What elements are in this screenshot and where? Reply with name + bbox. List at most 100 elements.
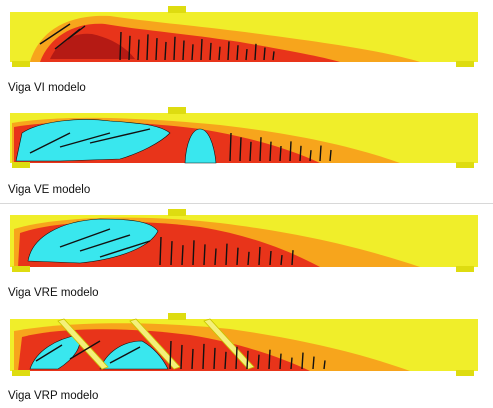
panel-viga-vre: Viga VRE modelo: [0, 204, 493, 304]
crack-line: [164, 41, 167, 61]
crack-line: [180, 344, 183, 370]
crack-line: [224, 351, 227, 370]
support-left: [12, 370, 30, 376]
support-right: [456, 162, 474, 168]
crushed-zone: [27, 218, 159, 264]
crack-line: [312, 356, 315, 370]
crack-pattern: [35, 340, 326, 370]
crushed-zone-mid: [184, 128, 217, 164]
crack-line: [259, 137, 262, 162]
crack-line: [269, 141, 272, 162]
load-plate: [168, 209, 186, 216]
caption-viga-vrp: Viga VRP modelo: [8, 390, 99, 402]
crack-line: [225, 243, 228, 266]
caption-viga-vre: Viga VRE modelo: [8, 287, 99, 299]
crack-line: [291, 250, 294, 266]
load-plate: [168, 107, 186, 114]
support-left: [12, 61, 30, 67]
crack-line: [329, 149, 332, 162]
crack-line: [247, 251, 250, 266]
caption-viga-ve: Viga VE modelo: [8, 184, 91, 196]
crack-line: [214, 248, 217, 266]
crack-line: [269, 250, 272, 266]
crack-line: [218, 46, 221, 61]
crack-line: [146, 34, 149, 61]
crack-line: [290, 357, 293, 370]
crack-line: [181, 245, 184, 266]
crack-line: [268, 349, 271, 370]
diagonal-crack-line: [39, 23, 71, 45]
crack-pattern: [59, 228, 294, 266]
diagonal-crack-line: [59, 228, 111, 248]
crack-line: [289, 141, 292, 162]
crack-line: [319, 145, 322, 162]
support-left: [12, 266, 30, 272]
crack-line: [280, 255, 283, 266]
crack-pattern: [29, 128, 332, 162]
panel-viga-ve: Viga VE modelo: [0, 100, 493, 202]
crack-line: [279, 353, 282, 370]
crack-line: [239, 137, 242, 162]
crack-line: [170, 241, 173, 266]
crack-line: [245, 48, 248, 61]
crack-line: [169, 340, 172, 370]
crack-line: [229, 132, 232, 162]
diagonal-crack-line: [99, 240, 151, 258]
crushed-zone-left: [15, 119, 171, 162]
crack-line: [200, 39, 203, 61]
crack-line: [263, 47, 266, 61]
panel-divider: [0, 203, 493, 204]
reinforcement-plate-2: [129, 318, 181, 370]
crack-line: [257, 354, 260, 370]
crack-line: [213, 347, 216, 370]
panel-viga-vrp: Viga VRP modelo: [0, 304, 493, 408]
panel-viga-vi: Viga VI modelo: [0, 0, 493, 100]
crack-line: [203, 244, 206, 266]
diagonal-crack-line: [29, 132, 71, 154]
crack-line: [279, 145, 282, 162]
crushed-zone-mid: [99, 340, 169, 370]
crack-line: [235, 346, 238, 370]
support-right: [456, 370, 474, 376]
load-plate: [168, 313, 186, 320]
diagonal-crack-line: [67, 25, 86, 40]
crack-line: [182, 40, 185, 61]
crack-line: [209, 42, 212, 61]
crack-line: [299, 145, 302, 162]
diagonal-crack-line: [35, 344, 63, 362]
crack-line: [227, 41, 230, 61]
crack-line: [254, 43, 257, 61]
reinforcement-plate-1: [57, 318, 109, 370]
crack-line: [155, 38, 158, 61]
support-right: [456, 266, 474, 272]
diagonal-crack-line: [109, 346, 141, 364]
crack-line: [309, 150, 312, 162]
crack-line: [159, 236, 162, 266]
crack-line: [202, 343, 205, 370]
support-right: [456, 61, 474, 67]
crack-line: [301, 352, 304, 370]
beam-ve-contour-plot: [10, 107, 478, 168]
crack-line: [323, 360, 326, 370]
crack-line: [119, 31, 122, 61]
crack-line: [192, 240, 195, 266]
crack-line: [173, 36, 176, 61]
crack-line: [272, 51, 275, 61]
crack-line: [258, 246, 261, 266]
diagonal-crack-line: [79, 234, 131, 252]
diagonal-crack-line: [59, 132, 111, 148]
crack-line: [191, 348, 194, 370]
reinforcement-plate-3: [203, 318, 255, 370]
crack-line: [246, 350, 249, 370]
beam-vrp-contour-plot: [10, 313, 478, 376]
crack-pattern: [39, 23, 275, 61]
crack-line: [128, 35, 131, 61]
diagonal-crack-line: [69, 340, 101, 360]
crack-line: [236, 247, 239, 266]
diagonal-crack-line: [89, 128, 151, 144]
crack-line: [137, 39, 140, 61]
beam-vi-contour-plot: [10, 6, 478, 67]
crack-line: [191, 44, 194, 61]
support-left: [12, 162, 30, 168]
crack-line: [236, 45, 239, 61]
